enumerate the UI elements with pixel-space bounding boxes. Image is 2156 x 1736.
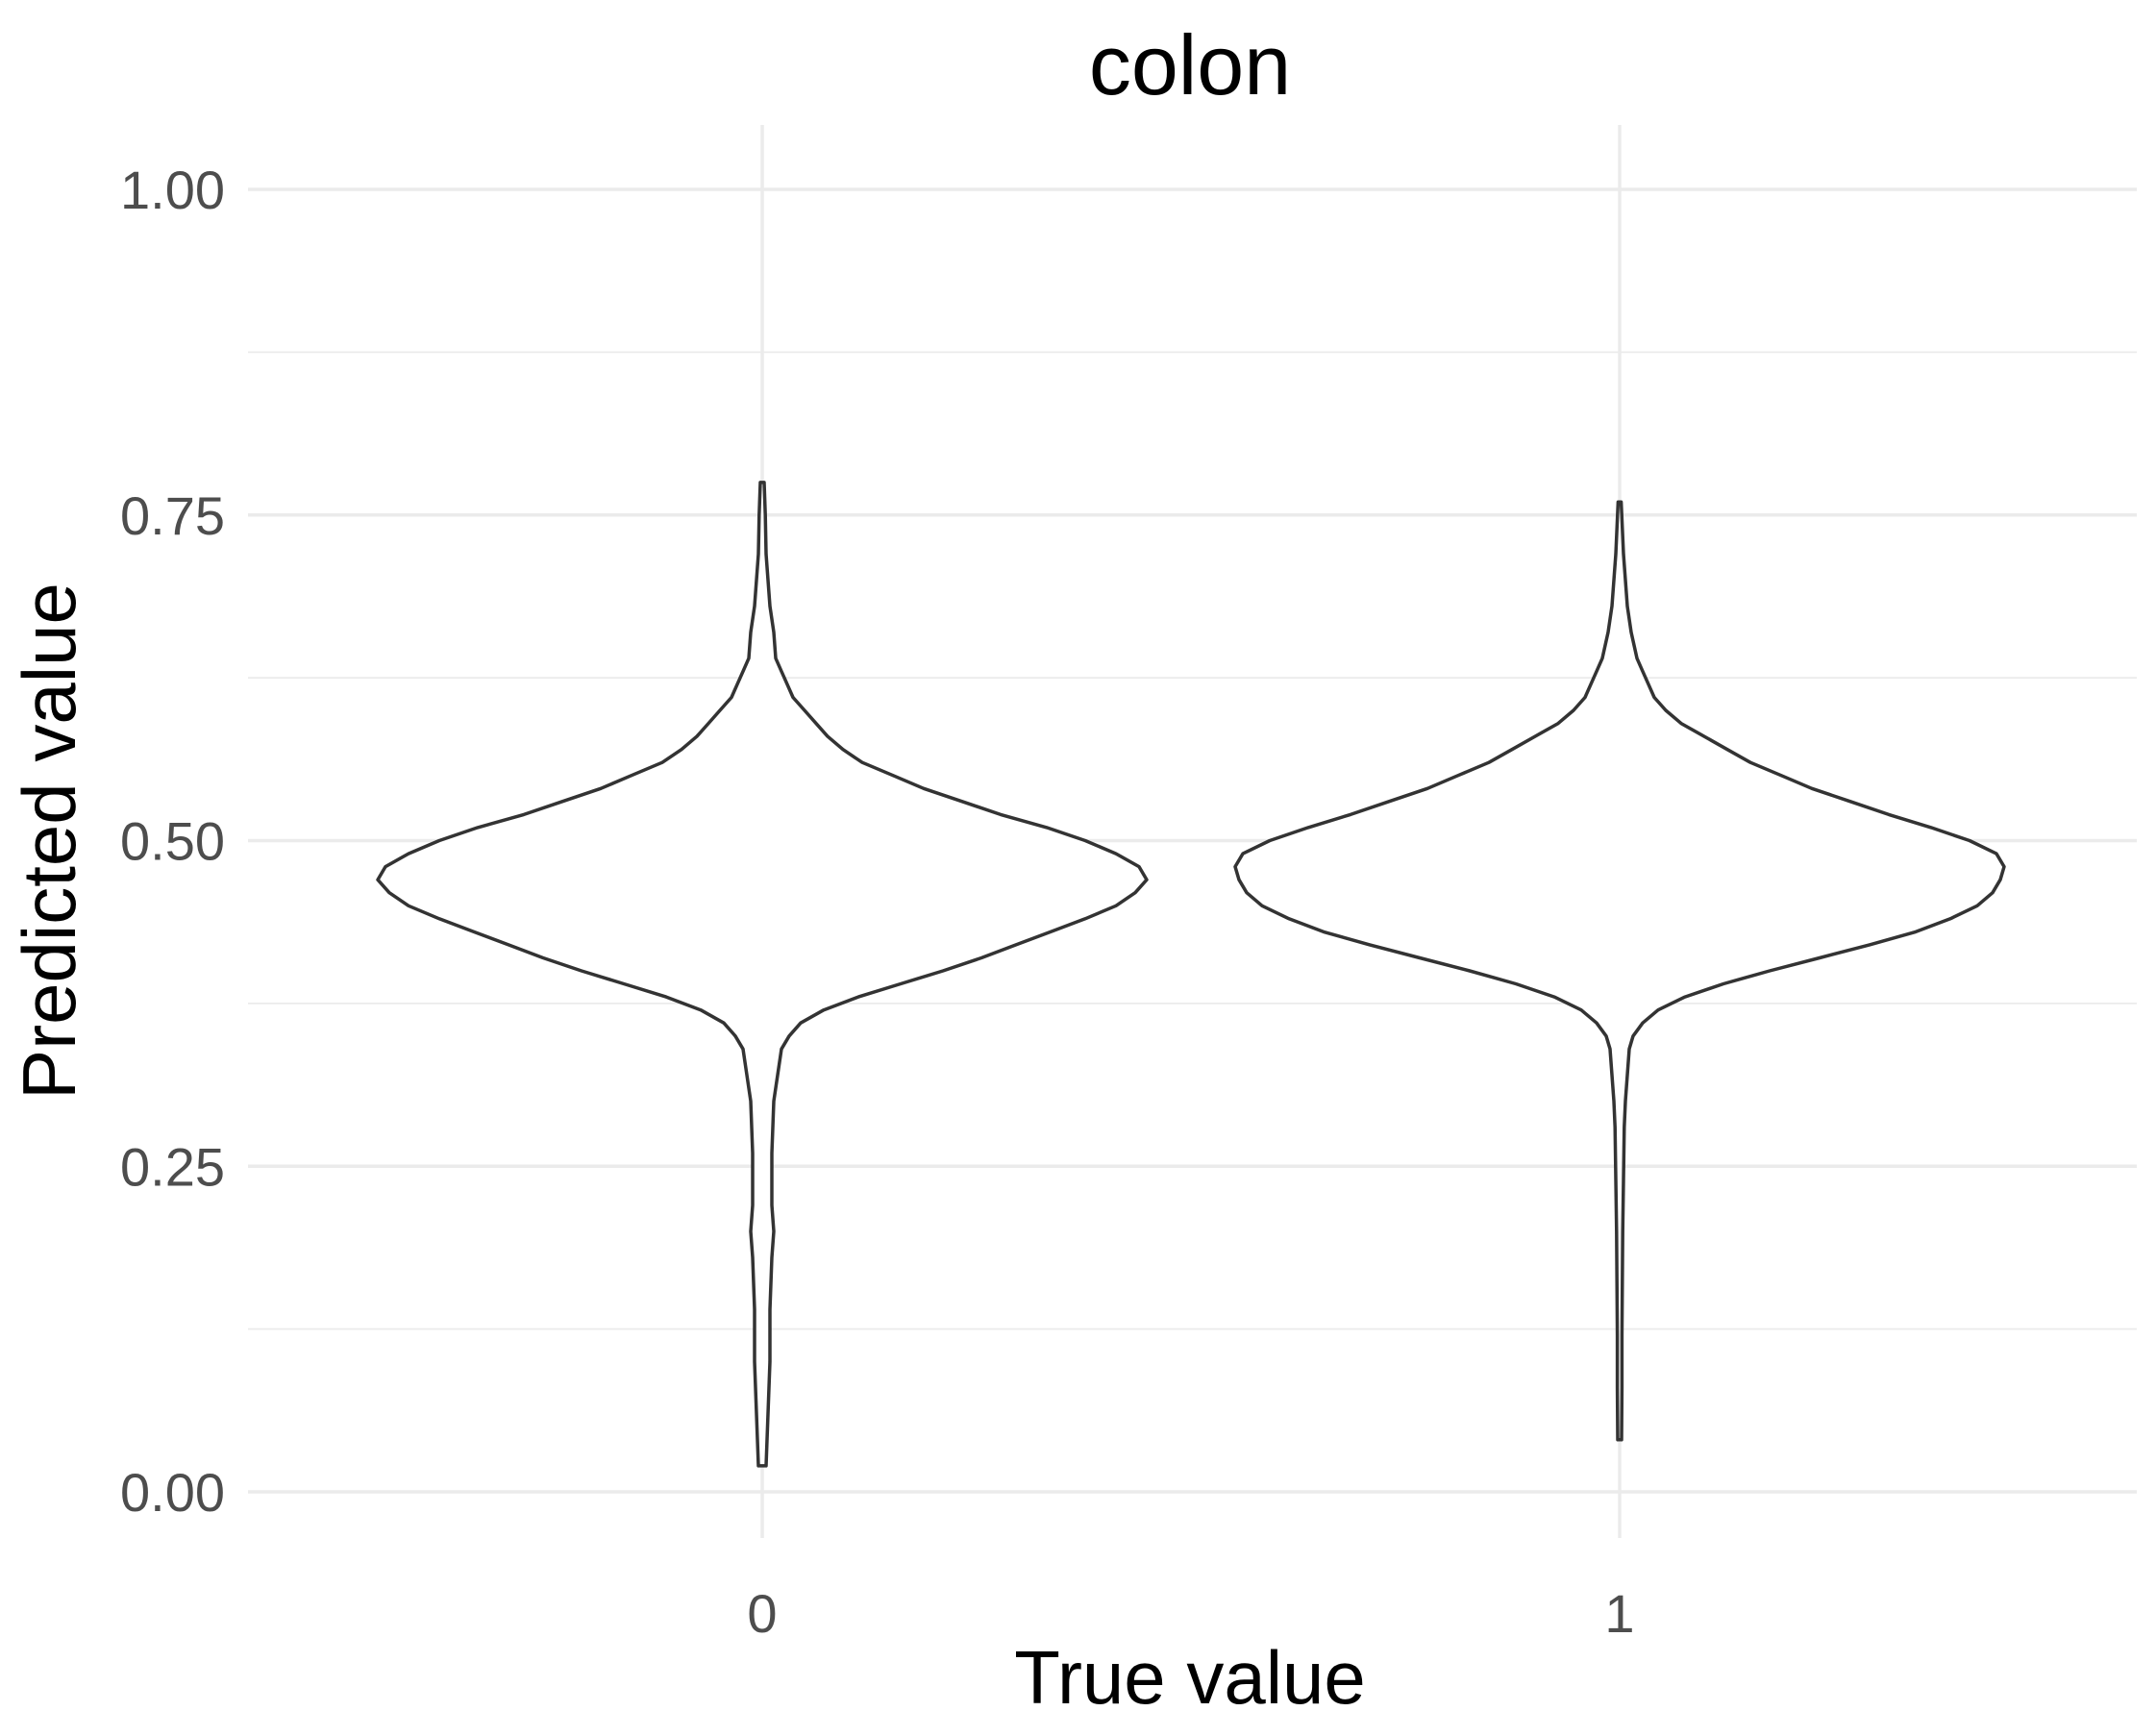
y-tick-label: 1.00: [120, 160, 225, 220]
violin-1: [1233, 500, 2006, 1442]
y-tick-label: 0.75: [120, 485, 225, 546]
y-tick-label: 0.00: [120, 1462, 225, 1523]
y-tick-label: 0.25: [120, 1136, 225, 1197]
violin-0: [376, 481, 1149, 1468]
x-tick-label: 1: [1604, 1583, 1634, 1644]
chart-title: colon: [1089, 17, 1291, 112]
y-tick-label: 0.50: [120, 811, 225, 872]
violins: [376, 481, 2006, 1468]
x-tick-label: 0: [747, 1583, 777, 1644]
y-axis-title: Predicted value: [7, 583, 91, 1100]
y-axis-tick-labels: 0.00 0.25 0.50 0.75 1.00: [120, 160, 225, 1523]
x-axis-title: True value: [1014, 1635, 1366, 1720]
